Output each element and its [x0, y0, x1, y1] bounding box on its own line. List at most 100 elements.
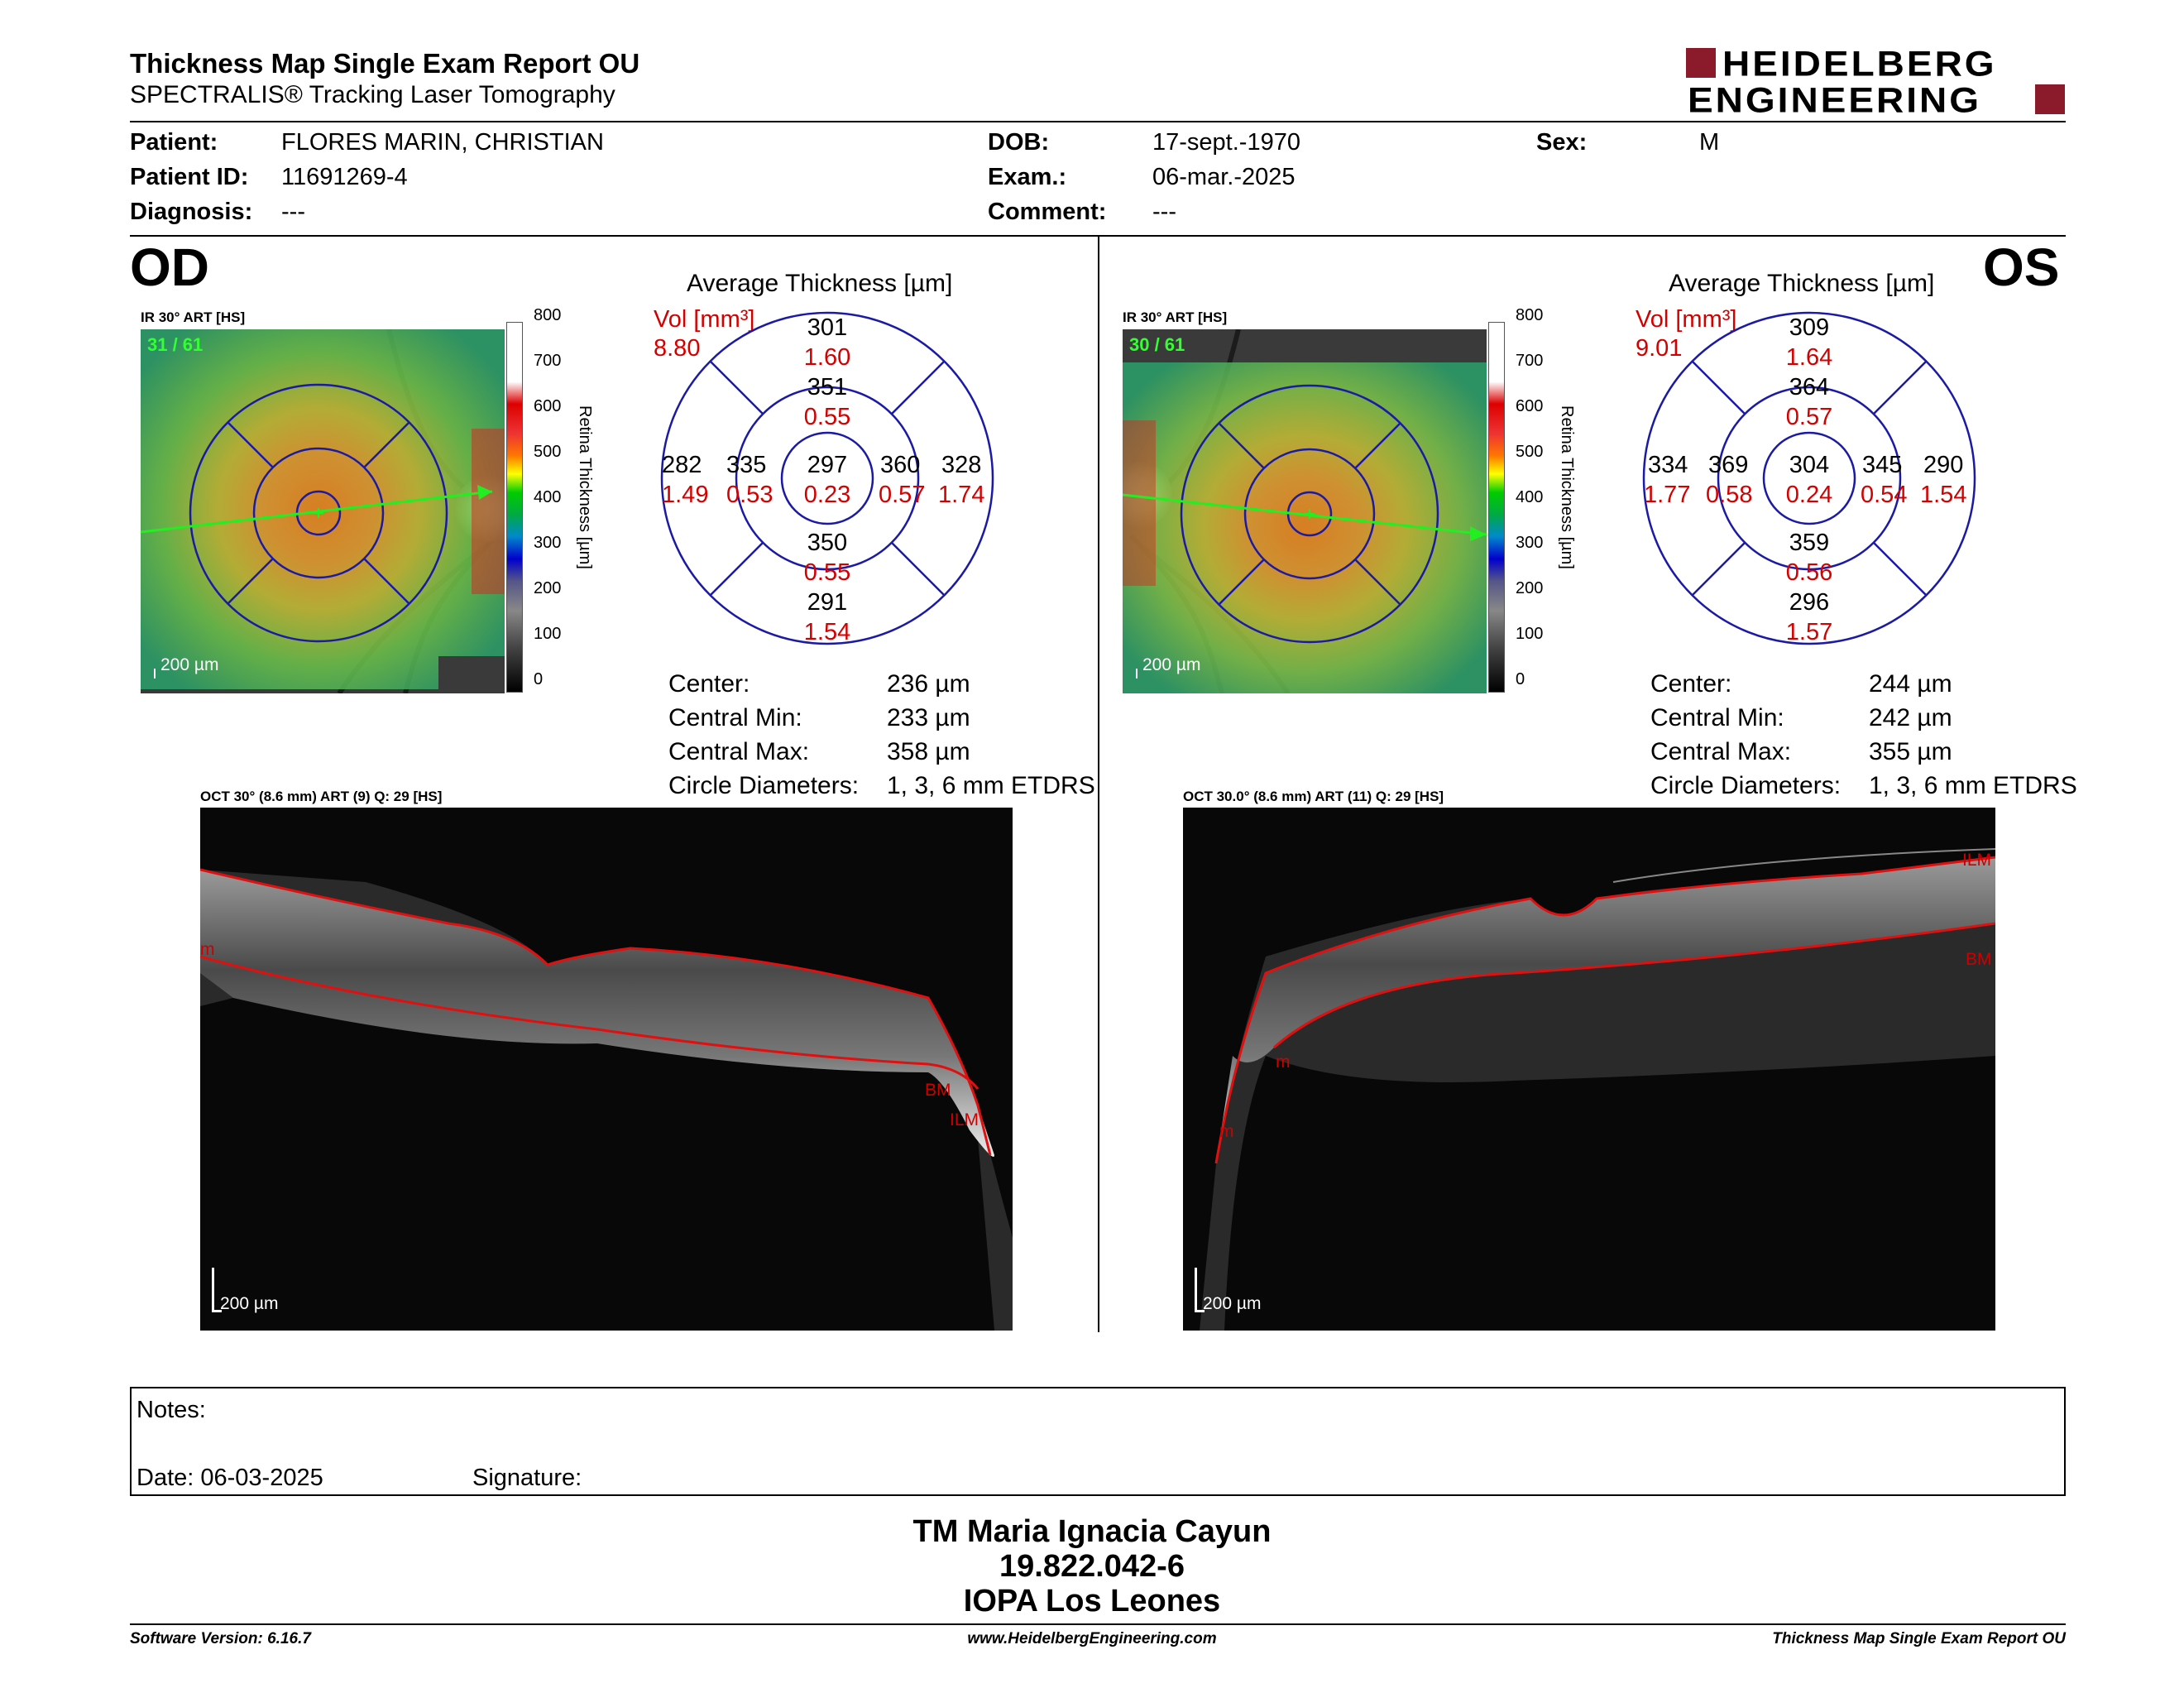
ir-label-od: IR 30° ART [HS] — [141, 309, 246, 325]
colorbar-tick: 100 — [534, 625, 562, 643]
sector-outer-left-os: 334 — [1648, 452, 1688, 478]
sector-inner-left-vol-od: 0.53 — [726, 482, 774, 508]
report-title: Thickness Map Single Exam Report OU — [130, 48, 640, 79]
colorbar-tick: 500 — [1516, 443, 1544, 461]
notes-label: Notes: — [136, 1397, 206, 1423]
stat-diam-label-os: Circle Diameters: — [1650, 772, 1842, 799]
sector-inner-sup-vol-od: 0.55 — [803, 404, 851, 430]
sector-outer-inf-os: 296 — [1789, 589, 1830, 616]
vol-value-od: 8.80 — [654, 335, 701, 362]
oct-scale-label-od: 200 µm — [220, 1294, 279, 1313]
comment-label: Comment: — [988, 199, 1107, 225]
divider — [130, 1623, 2066, 1625]
stat-min-od: 233 µm — [887, 704, 970, 731]
sex-value: M — [1699, 129, 1720, 156]
stat-center-label-os: Center: — [1650, 670, 1732, 698]
sector-outer-right-vol-od: 1.74 — [938, 482, 985, 508]
scale-bar-icon — [1195, 1310, 1205, 1312]
sector-center-os: 304 — [1789, 452, 1830, 478]
software-version: Software Version: 6.16.7 — [130, 1630, 311, 1647]
oct-bscan-image-od — [200, 808, 1013, 1331]
sector-outer-sup-od: 301 — [807, 314, 848, 341]
dob-value: 17-sept.-1970 — [1152, 129, 1300, 156]
colorbar-tick: 700 — [534, 352, 562, 370]
stamp-institution: IOPA Los Leones — [963, 1584, 1221, 1618]
scale-bar-icon — [212, 1310, 222, 1312]
sector-outer-inf-vol-od: 1.54 — [803, 619, 851, 645]
ir-scale-label-od: 200 µm — [160, 655, 219, 674]
sector-outer-left-vol-os: 1.77 — [1644, 482, 1691, 508]
stamp-name: TM Maria Ignacia Cayun — [912, 1514, 1272, 1549]
colorbar-tick: 400 — [1516, 488, 1544, 506]
ir-scale-label-os: 200 µm — [1142, 655, 1201, 674]
sector-center-vol-od: 0.23 — [803, 482, 851, 508]
scale-bar-icon — [1195, 1268, 1197, 1312]
patient-id: 11691269-4 — [281, 164, 408, 190]
colorbar-tick: 300 — [1516, 534, 1544, 552]
sector-inner-left-vol-os: 0.58 — [1706, 482, 1753, 508]
oct-marker-ilm-os: ILM — [1962, 851, 1992, 870]
stat-center-label-od: Center: — [668, 670, 750, 698]
sex-label: Sex: — [1536, 129, 1588, 156]
oct-marker-ilm-od: ILM — [950, 1110, 979, 1129]
sector-center-od: 297 — [807, 452, 848, 478]
oct-marker-m2-os: m — [1219, 1122, 1234, 1141]
sector-outer-inf-od: 291 — [807, 589, 848, 616]
website-link[interactable]: www.HeidelbergEngineering.com — [967, 1630, 1217, 1647]
logo-text-engineering: ENGINEERING — [1688, 80, 1982, 120]
patient-label: Patient: — [130, 129, 218, 156]
stat-max-od: 358 µm — [887, 738, 970, 765]
scale-bar-icon — [154, 669, 156, 679]
vol-label-os: Vol [mm³] — [1636, 306, 1737, 333]
sector-center-vol-os: 0.24 — [1785, 482, 1833, 508]
colorbar-title-os: Retina Thickness [µm] — [1558, 405, 1576, 569]
exam-value: 06-mar.-2025 — [1152, 164, 1296, 190]
divider — [130, 121, 2066, 122]
stat-center-od: 236 µm — [887, 670, 970, 698]
ir-counter-os: 30 / 61 — [1129, 334, 1185, 355]
sector-inner-inf-od: 350 — [807, 530, 848, 556]
scale-bar-icon — [1136, 669, 1138, 679]
sector-outer-inf-vol-os: 1.57 — [1785, 619, 1833, 645]
colorbar-tick: 700 — [1516, 352, 1544, 370]
patient-id-label: Patient ID: — [130, 164, 249, 190]
sector-inner-left-os: 369 — [1708, 452, 1749, 478]
dob-label: DOB: — [988, 129, 1050, 156]
fundus-image-os: 30 / 61 200 µm — [1123, 329, 1487, 693]
eye-label-od: OD — [130, 237, 209, 297]
sector-outer-right-os: 290 — [1923, 452, 1964, 478]
oct-marker-bm-od: BM — [925, 1081, 951, 1100]
sector-inner-left-od: 335 — [726, 452, 767, 478]
colorbar-od — [506, 322, 523, 693]
oct-bscan-os: ILM BM m m 200 µm — [1183, 808, 1995, 1331]
oct-label-os: OCT 30.0° (8.6 mm) ART (11) Q: 29 [HS] — [1183, 789, 1444, 804]
sector-inner-inf-os: 359 — [1789, 530, 1830, 556]
stat-min-label-od: Central Min: — [668, 704, 802, 731]
sector-inner-sup-vol-os: 0.57 — [1785, 404, 1833, 430]
oct-bscan-image-os — [1183, 808, 1995, 1331]
vol-value-os: 9.01 — [1636, 335, 1683, 362]
stat-max-os: 355 µm — [1869, 738, 1952, 765]
heidelberg-logo: HEIDELBERG ENGINEERING — [1686, 44, 2067, 120]
stat-max-label-os: Central Max: — [1650, 738, 1792, 765]
colorbar-tick: 800 — [1516, 306, 1544, 324]
colorbar-tick: 100 — [1516, 625, 1544, 643]
notes-box[interactable]: Notes: Date: 06-03-2025 Signature: — [130, 1387, 2066, 1496]
sector-outer-sup-os: 309 — [1789, 314, 1830, 341]
sector-inner-sup-os: 364 — [1789, 374, 1830, 400]
oct-marker-bm-os: BM — [1966, 950, 1992, 969]
signature-label: Signature: — [472, 1465, 582, 1491]
sector-outer-left-od: 282 — [662, 452, 702, 478]
colorbar-tick: 600 — [534, 397, 562, 415]
ir-counter-od: 31 / 61 — [147, 334, 204, 355]
sector-outer-right-vol-os: 1.54 — [1920, 482, 1967, 508]
sector-inner-right-od: 360 — [880, 452, 921, 478]
comment-value: --- — [1152, 199, 1176, 225]
colorbar-tick: 300 — [534, 534, 562, 552]
exam-label: Exam.: — [988, 164, 1067, 190]
oct-marker-m-os: m — [1276, 1053, 1291, 1072]
logo-square-top — [1686, 48, 1716, 78]
sector-inner-right-os: 345 — [1862, 452, 1903, 478]
eye-label-os: OS — [1983, 237, 2060, 297]
colorbar-tick: 200 — [1516, 579, 1544, 597]
